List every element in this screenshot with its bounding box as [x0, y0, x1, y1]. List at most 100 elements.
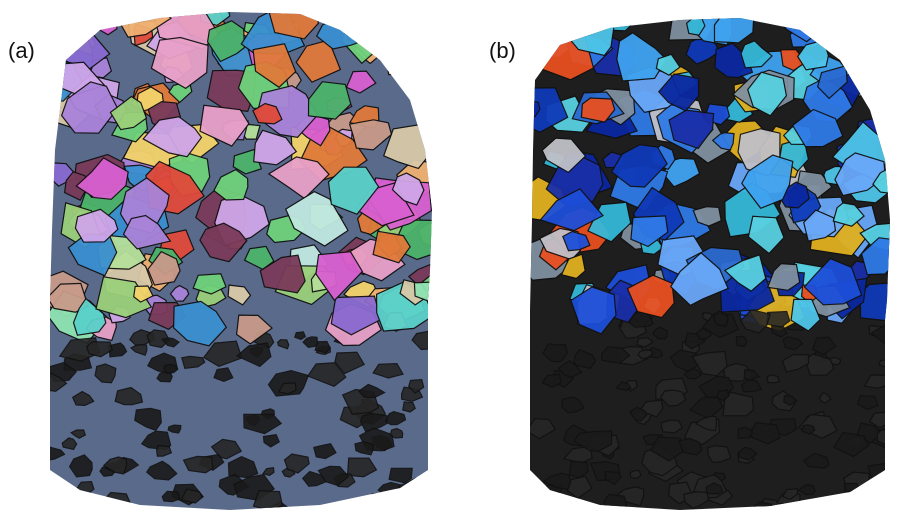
grain: [741, 154, 794, 210]
grain: [389, 427, 404, 439]
grain: [259, 254, 306, 294]
grain: [867, 462, 890, 487]
grain: [70, 429, 87, 439]
grain: [142, 116, 203, 158]
grain: [283, 453, 310, 474]
grain: [790, 298, 821, 332]
grain: [781, 354, 810, 373]
grain: [161, 337, 181, 348]
grain: [146, 460, 178, 481]
grain: [372, 230, 411, 264]
panel-b-label: (b): [489, 38, 516, 63]
grain-map-b: [530, 18, 890, 510]
grain: [408, 378, 425, 394]
grain: [359, 412, 388, 433]
grain: [669, 251, 729, 307]
grain: [202, 340, 243, 368]
grain: [771, 325, 788, 338]
grain: [235, 314, 273, 345]
grain: [330, 295, 382, 336]
grain: [60, 81, 119, 134]
grain: [616, 32, 668, 82]
panel-a-label: (a): [8, 38, 35, 63]
grain: [849, 21, 883, 52]
grain: [766, 374, 781, 384]
grain: [636, 337, 654, 348]
grain: [262, 434, 280, 448]
grain: [86, 341, 113, 358]
grain: [797, 483, 816, 496]
grain: [192, 273, 227, 295]
grain: [652, 326, 668, 340]
grain: [346, 457, 378, 478]
grain: [747, 421, 781, 445]
grain: [685, 18, 706, 36]
grain: [629, 469, 642, 480]
grain: [396, 12, 428, 26]
grain: [206, 20, 246, 63]
grain-map-a: [50, 12, 432, 510]
grain: [530, 418, 557, 440]
grain: [557, 360, 583, 379]
grain: [691, 350, 728, 377]
grain: [600, 346, 631, 364]
grain: [743, 368, 761, 381]
grain: [637, 349, 654, 360]
grain: [327, 166, 380, 215]
grain: [692, 206, 722, 227]
grain: [169, 284, 190, 302]
grain: [50, 282, 89, 313]
grain: [388, 467, 413, 484]
grain: [63, 12, 98, 38]
grain: [707, 444, 732, 464]
grain: [92, 12, 118, 36]
grain: [604, 470, 622, 486]
grain: [747, 71, 788, 117]
grain: [668, 109, 715, 150]
grain: [255, 85, 319, 138]
grain: [828, 356, 842, 366]
grain: [307, 81, 352, 120]
grain: [862, 18, 890, 33]
grain: [711, 131, 735, 151]
grain: [402, 401, 416, 413]
grain: [134, 407, 162, 432]
grain: [50, 12, 63, 30]
grain: [610, 144, 668, 188]
grain: [541, 373, 562, 388]
grain: [180, 488, 204, 504]
grain: [657, 73, 700, 112]
grain: [541, 501, 574, 510]
grain: [102, 456, 128, 475]
grain: [199, 104, 250, 147]
grain: [294, 331, 307, 341]
grain: [358, 383, 386, 399]
grain: [150, 36, 209, 90]
grain: [541, 137, 587, 174]
grain: [828, 499, 846, 510]
grain: [61, 437, 78, 451]
grain: [345, 70, 377, 94]
grain: [811, 336, 837, 356]
grain: [669, 349, 701, 372]
grain: [227, 456, 259, 479]
grain: [554, 507, 572, 510]
grain: [199, 222, 248, 263]
grain: [628, 406, 648, 422]
grain: [818, 391, 832, 404]
grain: [580, 97, 616, 123]
grain: [738, 446, 758, 461]
grain: [334, 351, 366, 375]
grain: [660, 419, 684, 434]
grain: [694, 415, 718, 432]
grain: [354, 441, 375, 456]
grain: [315, 251, 364, 302]
grain: [163, 363, 179, 375]
grain: [314, 340, 332, 354]
grain: [68, 454, 93, 478]
grain: [735, 335, 748, 348]
grain: [695, 327, 712, 341]
grain: [561, 396, 585, 414]
grain: [713, 310, 729, 327]
